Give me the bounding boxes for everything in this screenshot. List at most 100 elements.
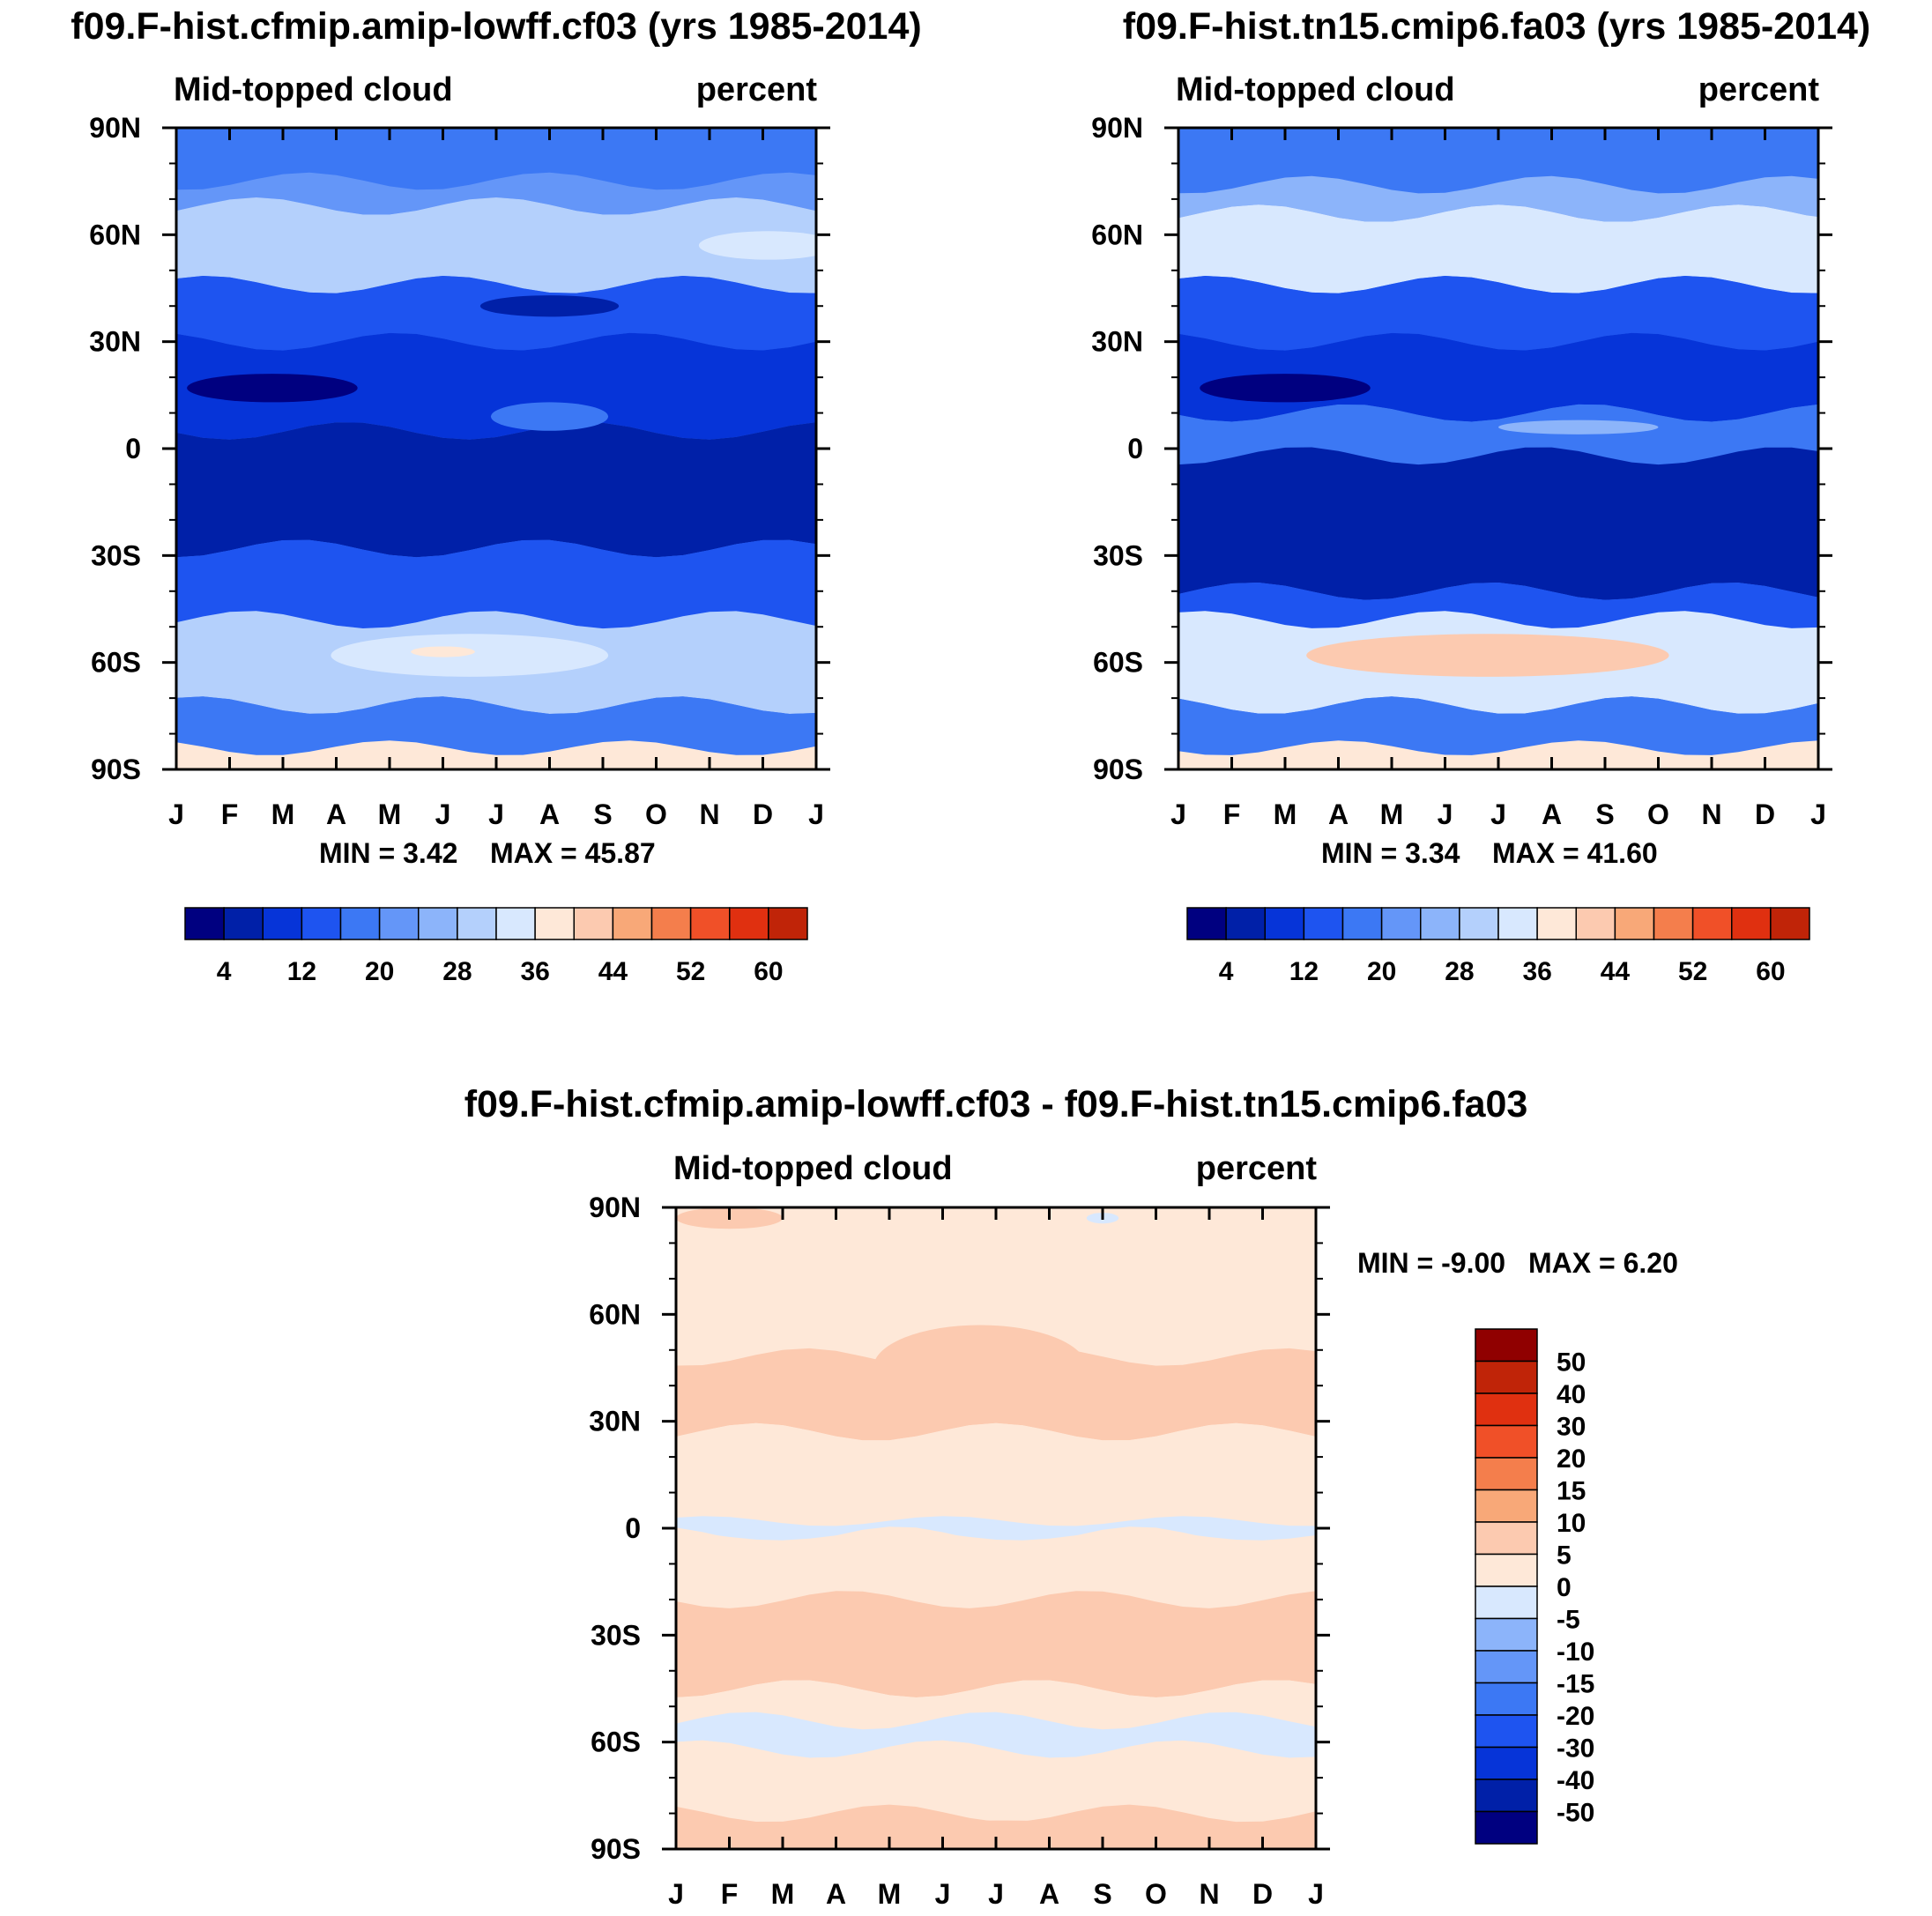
panel-1-title: f09.F-hist.cfmip.amip-lowff.cf03 (yrs 19… (71, 5, 921, 48)
colorbar-label: 4 (217, 957, 232, 986)
colorbar-box (1691, 907, 1733, 940)
colorbar-label: 20 (365, 957, 394, 986)
contour-band (176, 539, 816, 629)
colorbar-label: 44 (1601, 957, 1631, 986)
panel-2-variable-label: Mid-topped cloud (1176, 71, 1455, 108)
colorbar-box (1341, 907, 1383, 940)
colorbar-box (1536, 907, 1577, 940)
y-tick-label: 60N (89, 219, 141, 250)
contour-band (176, 696, 816, 757)
contour-band (176, 172, 816, 215)
panel-2: f09.F-hist.tn15.cmip6.fa03 (yrs 1985-201… (1091, 5, 1870, 986)
panel-2-units-label: percent (1698, 71, 1820, 108)
colorbar-box (1475, 1553, 1538, 1587)
x-tick-label: J (1308, 1878, 1324, 1910)
contour-band (1178, 696, 1818, 757)
contour-blob (331, 634, 609, 677)
colorbar-box (1475, 1360, 1538, 1394)
contour-band (676, 1740, 1316, 1823)
panel-3-max-label: MAX = 6.20 (1528, 1247, 1678, 1279)
colorbar-box (223, 907, 264, 940)
colorbar-box (378, 907, 420, 940)
panel-3-units-label: percent (1196, 1150, 1318, 1187)
y-tick-label: 60N (589, 1298, 641, 1330)
contour-band (176, 197, 816, 293)
contour-band (1178, 404, 1818, 465)
contour-band (176, 128, 816, 190)
x-tick-label: M (1380, 798, 1404, 830)
contour-band (676, 1591, 1316, 1697)
colorbar-label: 4 (1219, 957, 1234, 986)
colorbar-box (1475, 1714, 1538, 1749)
panel-3-variable-label: Mid-topped cloud (673, 1150, 953, 1187)
panel-1-plot (176, 128, 816, 769)
colorbar-label: 12 (1289, 957, 1319, 986)
colorbar-box (534, 907, 575, 940)
y-tick-label: 30S (1093, 539, 1143, 571)
colorbar-label: 0 (1557, 1573, 1572, 1602)
y-tick-label: 90N (1091, 112, 1143, 144)
x-tick-label: J (1810, 798, 1826, 830)
colorbar-box (1225, 907, 1266, 940)
contour-band (1178, 204, 1818, 293)
colorbar-label: 40 (1557, 1380, 1586, 1409)
x-tick-label: J (488, 798, 504, 830)
contour-blob (187, 374, 358, 403)
y-tick-label: 0 (1127, 433, 1143, 464)
x-tick-label: J (435, 798, 451, 830)
colorbar-box (1475, 1328, 1538, 1363)
colorbar-box (1653, 907, 1694, 940)
contour-band (676, 1207, 1316, 1366)
x-tick-label: F (1223, 798, 1241, 830)
colorbar-box (1497, 907, 1538, 940)
contour-band (1178, 332, 1818, 422)
colorbar-box (1475, 1779, 1538, 1813)
y-tick-label: 90S (591, 1833, 641, 1865)
contour-band (1178, 447, 1818, 600)
colorbar-box (573, 907, 614, 940)
y-tick-label: 90S (91, 754, 141, 785)
contour-blob (836, 1820, 1156, 1842)
contour-blob (1200, 374, 1371, 403)
x-tick-label: F (721, 1878, 739, 1910)
colorbar-label: -50 (1557, 1799, 1594, 1828)
colorbar-label: -40 (1557, 1766, 1594, 1795)
y-tick-label: 30N (1091, 326, 1143, 358)
colorbar-box (301, 907, 342, 940)
contour-blob (411, 646, 475, 657)
colorbar-box (184, 907, 225, 940)
x-tick-label: A (1039, 1878, 1059, 1910)
colorbar-box (1475, 1424, 1538, 1459)
x-tick-label: S (1093, 1878, 1111, 1910)
colorbar-label: 60 (1756, 957, 1785, 986)
colorbar-box (1475, 1650, 1538, 1684)
y-tick-label: 0 (625, 1512, 641, 1544)
colorbar-label: -10 (1557, 1638, 1594, 1667)
colorbar-label: 52 (1678, 957, 1707, 986)
colorbar-label: 44 (598, 957, 628, 986)
panel-2-plot (1178, 128, 1818, 769)
panel-3: f09.F-hist.cfmip.amip-lowff.cf03 - f09.F… (464, 1083, 1678, 1910)
x-tick-label: J (1170, 798, 1186, 830)
y-tick-label: 60S (591, 1727, 641, 1758)
x-tick-label: J (668, 1878, 684, 1910)
contour-blob (490, 402, 609, 431)
panel-2-colorbar: 4 12 20 28 36 44 52 60 (1186, 907, 1810, 986)
y-tick-label: 60S (91, 647, 141, 679)
contour-band (176, 332, 816, 440)
x-tick-label: A (826, 1878, 846, 1910)
x-tick-label: M (771, 1878, 795, 1910)
x-tick-label: M (378, 798, 402, 830)
colorbar-label: 5 (1557, 1541, 1572, 1571)
colorbar-box (1475, 1682, 1538, 1716)
x-tick-label: S (1595, 798, 1614, 830)
x-tick-label: J (808, 798, 824, 830)
colorbar-box (1380, 907, 1422, 940)
x-tick-label: D (753, 798, 773, 830)
colorbar-box (1614, 907, 1655, 940)
panel-1-units-label: percent (696, 71, 818, 108)
colorbar-label: -5 (1557, 1606, 1580, 1635)
y-tick-label: 60S (1093, 647, 1143, 679)
x-tick-label: N (1199, 1878, 1219, 1910)
colorbar-label: 36 (520, 957, 549, 986)
